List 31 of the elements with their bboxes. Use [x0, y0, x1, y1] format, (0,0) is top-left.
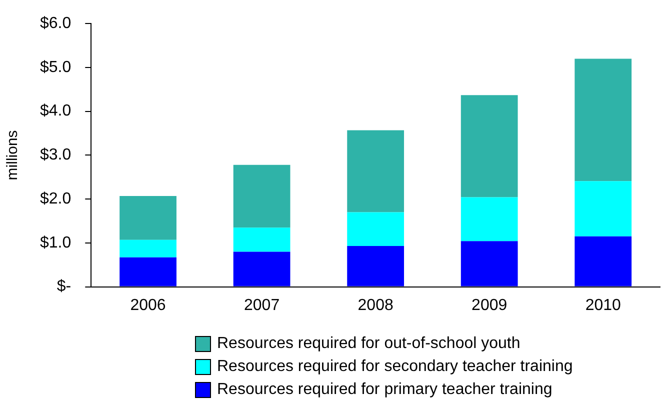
legend-label: Resources required for primary teacher training [217, 380, 552, 398]
bar [347, 130, 404, 212]
bar [233, 252, 290, 286]
x-tick-label: 2006 [130, 296, 166, 314]
bar [233, 164, 290, 228]
y-tick-label: $1.0 [40, 234, 72, 252]
bar [347, 246, 404, 286]
bar [120, 196, 176, 240]
bar [120, 257, 176, 286]
legend-label: Resources required for secondary teacher training [217, 358, 573, 376]
x-tick-label: 2010 [585, 296, 622, 314]
x-tick-label: 2009 [472, 296, 508, 314]
bar [460, 197, 518, 242]
x-tick-label: 2007 [244, 296, 280, 314]
bar [120, 240, 176, 258]
bar [460, 95, 518, 198]
y-tick-label: $5.0 [40, 58, 72, 76]
y-tick-label: $3.0 [40, 146, 72, 164]
bar [460, 241, 518, 286]
y-tick-label: $6.0 [40, 15, 72, 32]
bar [574, 236, 632, 286]
bar [574, 181, 632, 236]
y-tick-label: $4.0 [40, 102, 72, 120]
y-tick-label: $2.0 [40, 190, 72, 208]
legend-label: Resources required for out-of-school youth [217, 334, 520, 352]
x-tick-label: 2008 [358, 296, 394, 314]
bar [233, 228, 290, 252]
y-axis-title: millions [4, 130, 22, 180]
bar [574, 58, 632, 182]
bar [347, 212, 404, 246]
y-tick-label: $- [56, 278, 72, 296]
